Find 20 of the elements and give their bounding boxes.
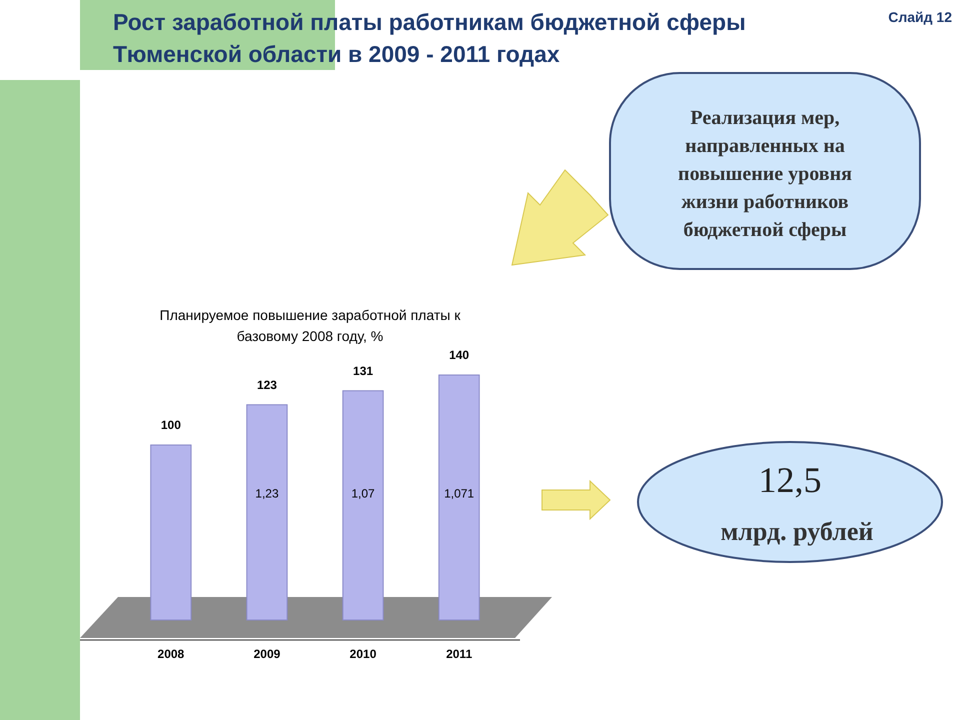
data-label: 131 bbox=[353, 364, 374, 378]
x-tick-label: 2010 bbox=[350, 647, 377, 661]
data-label: 100 bbox=[160, 418, 182, 432]
data-label: 123 bbox=[256, 378, 278, 392]
text: 12,5 bbox=[758, 460, 822, 500]
bar bbox=[438, 374, 480, 620]
x-tick-label: 2009 bbox=[254, 647, 281, 661]
bar bbox=[246, 404, 288, 620]
bar bbox=[150, 444, 192, 620]
annotation: 1,07 bbox=[351, 486, 376, 500]
text: Слайд 12 bbox=[888, 9, 952, 25]
data-label: 140 bbox=[449, 348, 470, 362]
text: Реализация мер, направленных на повышение уровня жизни работников бюджетной сферы bbox=[678, 107, 852, 241]
annotation: 1,071 bbox=[444, 486, 474, 500]
x-tick-label: 2008 bbox=[158, 647, 185, 661]
annotation: 1,23 bbox=[255, 486, 279, 500]
x-tick-label: 2011 bbox=[446, 647, 472, 661]
text: млрд. рублей bbox=[720, 517, 874, 546]
chart-subtitle: Планируемое повышение заработной платы к базовому 2008 году, % bbox=[160, 307, 462, 344]
bar bbox=[342, 390, 384, 620]
